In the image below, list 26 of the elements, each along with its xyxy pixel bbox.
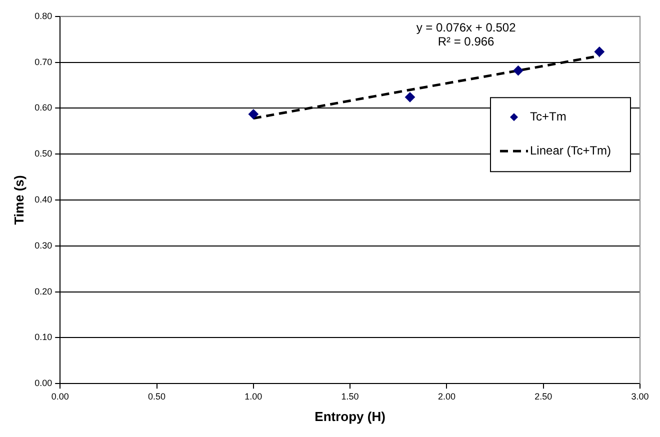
y-tick-label: 0.30 <box>34 240 52 250</box>
point <box>594 46 604 57</box>
y-axis-title: Time (s) <box>11 175 26 225</box>
y-tick-label: 0.00 <box>34 378 52 388</box>
point <box>404 92 415 102</box>
y-tick-label: 0.60 <box>34 102 52 113</box>
legend-label: Linear (Tc+Tm) <box>530 143 612 158</box>
annotation: y = 0.076x + 0.502 <box>416 20 516 35</box>
x-tick-label: 0.00 <box>51 391 69 402</box>
y-tick-label: 0.10 <box>34 332 52 342</box>
x-tick-label: 2.00 <box>438 391 456 402</box>
y-tick-label: 0.80 <box>34 10 52 21</box>
x-tick-label: 0.50 <box>148 391 166 402</box>
point <box>513 66 524 76</box>
x-tick-label: 3.00 <box>631 391 649 402</box>
x-axis-title: Entropy (H) <box>314 408 386 424</box>
y-tick-label: 0.70 <box>34 56 52 67</box>
x-tick-label: 1.50 <box>341 391 359 402</box>
annotation: R² = 0.966 <box>438 34 495 49</box>
point <box>248 109 258 120</box>
legend-label: Tc+Tm <box>530 109 566 124</box>
x-tick-label: 2.50 <box>534 391 552 402</box>
y-tick-label: 0.40 <box>34 194 52 204</box>
y-tick-label: 0.20 <box>34 286 52 296</box>
y-tick-label: 0.50 <box>34 148 52 159</box>
x-tick-label: 1.00 <box>244 391 262 402</box>
